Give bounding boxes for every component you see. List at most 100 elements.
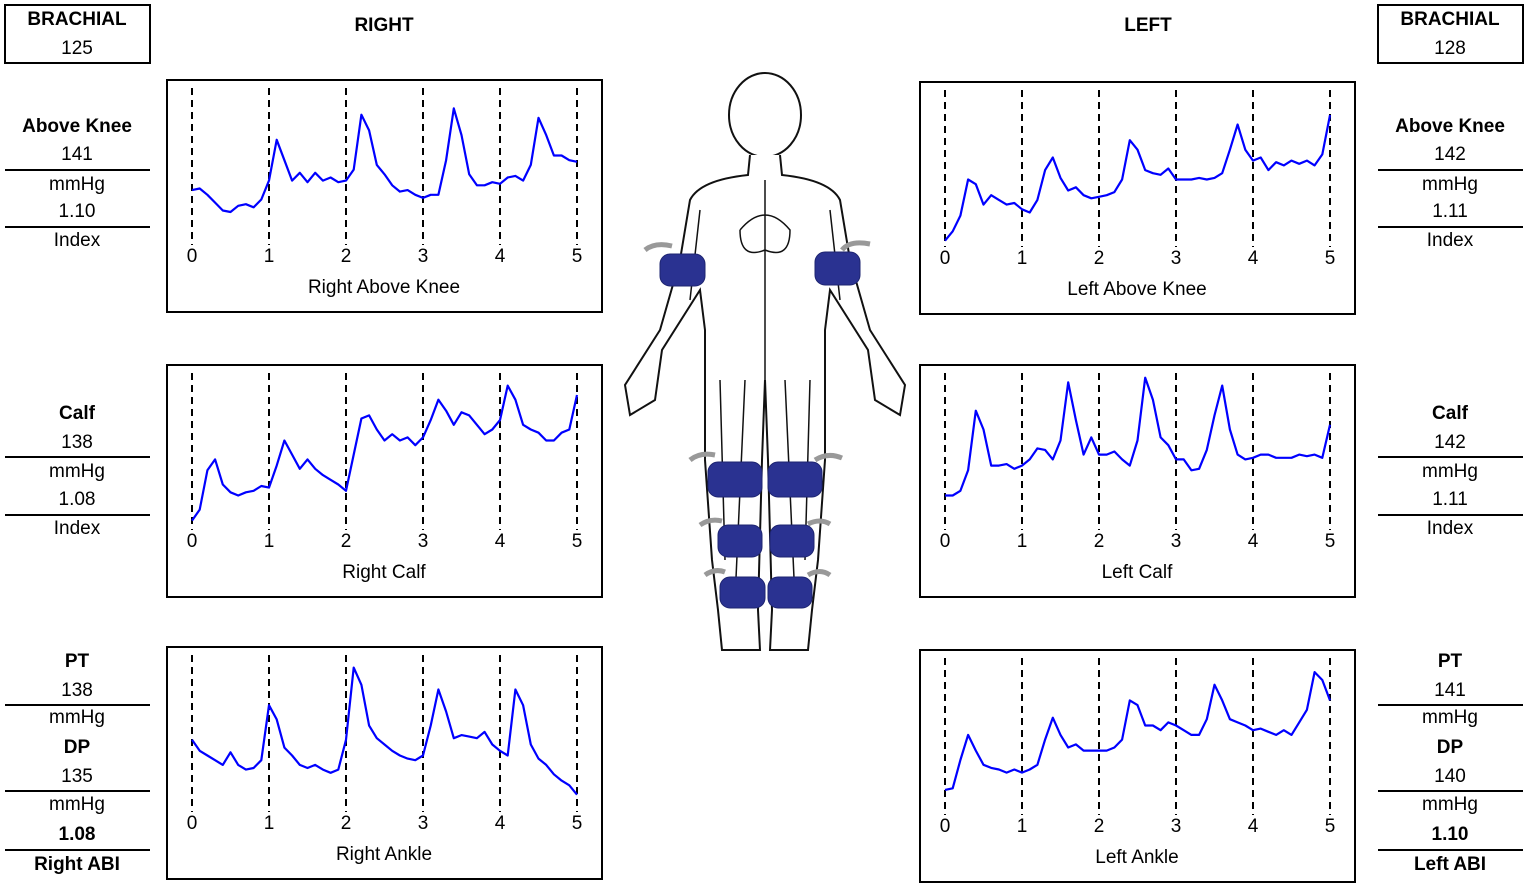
x-tick-label: 3	[418, 813, 429, 834]
panel-text: BRACHIAL	[27, 9, 127, 30]
x-tick-label: 5	[1325, 248, 1336, 269]
x-tick-label: 3	[1171, 248, 1182, 269]
chart-title: Right Above Knee	[308, 277, 460, 298]
chart-title: Left Ankle	[1095, 847, 1178, 868]
panel-text: 125	[61, 38, 93, 59]
x-tick-label: 4	[495, 531, 506, 552]
x-tick-label: 1	[1017, 816, 1028, 837]
chart-frame	[166, 646, 603, 880]
panel-text: Calf	[59, 403, 96, 424]
waveform	[945, 376, 1332, 497]
panel-text: 1.08	[59, 489, 96, 510]
panel-text: 140	[1434, 766, 1466, 787]
panel-text: 1.08	[59, 824, 96, 845]
panel-text: 141	[1434, 680, 1466, 701]
waveform	[191, 107, 578, 214]
panel-text: mmHg	[1422, 794, 1478, 815]
x-tick-label: 1	[1017, 531, 1028, 552]
panel-text: mmHg	[49, 174, 105, 195]
panel-text: Above Knee	[22, 116, 132, 137]
chart-frame	[919, 364, 1356, 598]
x-tick-label: 2	[1094, 248, 1105, 269]
waveform	[944, 114, 1332, 242]
panel-text: Index	[54, 230, 101, 251]
x-tick-label: 0	[940, 816, 951, 837]
x-tick-label: 5	[1325, 531, 1336, 552]
panel-text: 1.11	[1432, 489, 1468, 510]
panel-text: 138	[61, 680, 93, 701]
chart-frame	[166, 364, 603, 598]
panel-text: 142	[1434, 144, 1466, 165]
x-tick-label: 1	[1017, 248, 1028, 269]
panel-text: 1.10	[1432, 824, 1469, 845]
panel-text: Above Knee	[1395, 116, 1505, 137]
panel-text: mmHg	[1422, 461, 1478, 482]
panel-text: Left ABI	[1414, 854, 1486, 875]
x-tick-label: 0	[187, 813, 198, 834]
body-figure	[623, 72, 907, 651]
panel-text: 135	[61, 766, 93, 787]
panel-text: 1.10	[59, 201, 96, 222]
panel-text: DP	[1437, 737, 1464, 758]
panel-text: mmHg	[1422, 707, 1478, 728]
waveform	[944, 671, 1332, 791]
x-tick-label: 0	[187, 246, 198, 267]
x-tick-label: 3	[1171, 816, 1182, 837]
panel-text: mmHg	[49, 707, 105, 728]
panel-text: Index	[1427, 230, 1474, 251]
x-tick-label: 0	[940, 248, 951, 269]
x-tick-label: 4	[1248, 816, 1259, 837]
x-tick-label: 2	[1094, 531, 1105, 552]
panel-text: mmHg	[1422, 174, 1478, 195]
x-tick-label: 1	[264, 813, 275, 834]
chart-title: Left Above Knee	[1067, 279, 1206, 300]
chart-frame	[919, 649, 1356, 883]
chart-frame	[919, 81, 1356, 315]
panel-text: Right ABI	[34, 854, 120, 875]
panel-text: 128	[1434, 38, 1466, 59]
panel-text: 1.11	[1432, 201, 1468, 222]
x-tick-label: 5	[572, 531, 583, 552]
panel-text: mmHg	[49, 794, 105, 815]
right-header: RIGHT	[354, 15, 414, 36]
x-tick-label: 1	[264, 531, 275, 552]
chart-frame	[166, 79, 603, 313]
x-tick-label: 3	[418, 531, 429, 552]
panel-text: DP	[64, 737, 91, 758]
panel-text: mmHg	[49, 461, 105, 482]
x-tick-label: 2	[1094, 816, 1105, 837]
x-tick-label: 5	[572, 813, 583, 834]
waveform	[191, 666, 578, 796]
panel-text: 142	[1434, 432, 1466, 453]
panel-text: Calf	[1432, 403, 1469, 424]
panel-text: PT	[1438, 651, 1463, 672]
x-tick-label: 3	[1171, 531, 1182, 552]
waveform	[191, 384, 579, 522]
x-tick-label: 0	[187, 531, 198, 552]
panel-text: BRACHIAL	[1400, 9, 1500, 30]
brachial-box	[1377, 4, 1524, 64]
x-tick-label: 4	[1248, 531, 1259, 552]
x-tick-label: 5	[572, 246, 583, 267]
x-tick-label: 2	[341, 813, 352, 834]
x-tick-label: 2	[341, 246, 352, 267]
x-tick-label: 1	[264, 246, 275, 267]
panel-text: PT	[65, 651, 90, 672]
panel-text: 141	[61, 144, 93, 165]
x-tick-label: 3	[418, 246, 429, 267]
x-tick-label: 5	[1325, 816, 1336, 837]
chart-title: Left Calf	[1102, 562, 1173, 583]
chart-title: Right Ankle	[336, 844, 432, 865]
x-tick-label: 0	[940, 531, 951, 552]
x-tick-label: 4	[495, 246, 506, 267]
panel-text: Index	[1427, 518, 1474, 539]
chart-title: Right Calf	[342, 562, 426, 583]
brachial-box	[4, 4, 151, 64]
x-tick-label: 4	[1248, 248, 1259, 269]
x-tick-label: 4	[495, 813, 506, 834]
panel-text: Index	[54, 518, 101, 539]
left-header: LEFT	[1124, 15, 1172, 36]
panel-text: 138	[61, 432, 93, 453]
